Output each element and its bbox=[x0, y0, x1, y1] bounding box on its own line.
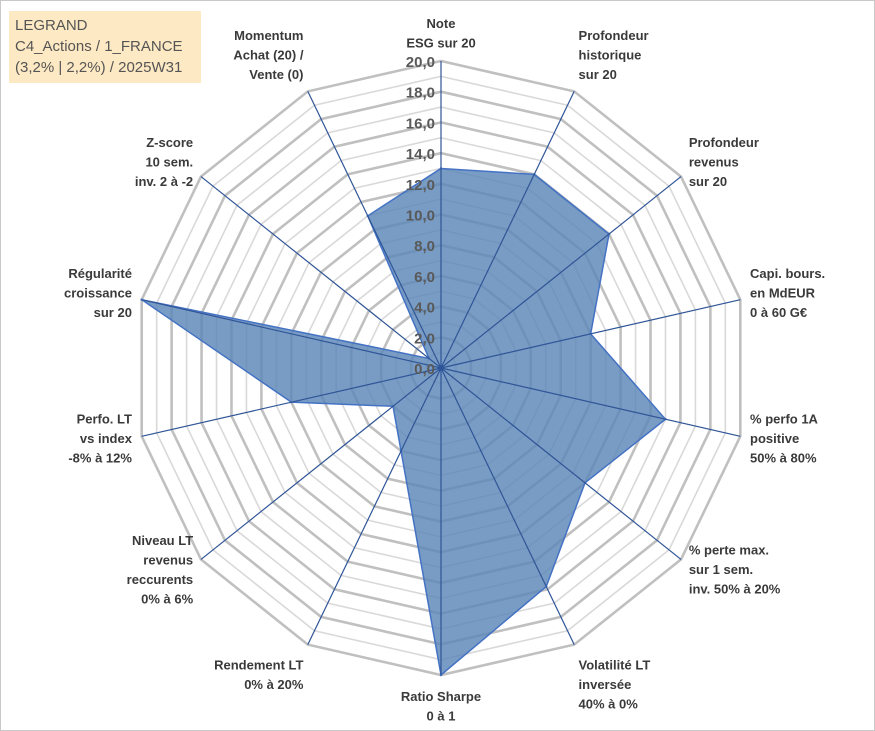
axis-label-line: Capi. bours. bbox=[750, 266, 825, 281]
data-series-area bbox=[141, 167, 667, 677]
axis-label-line: Perfo. LT bbox=[77, 412, 132, 427]
axis-label: Profondeur historique sur 20 bbox=[579, 28, 649, 82]
axis-label-line: % perfo 1A bbox=[750, 412, 819, 427]
axis-spoke bbox=[307, 367, 442, 645]
axis-label-line: 0% à 20% bbox=[244, 677, 304, 692]
axis-label-line: Rendement LT bbox=[214, 658, 303, 673]
axis-label: % perfo 1A positive 50% à 80% bbox=[750, 412, 819, 466]
axis-label-line: reccurents bbox=[127, 572, 193, 587]
axis-label-line: Régularité bbox=[68, 266, 132, 281]
title-line-1: LEGRAND bbox=[15, 17, 88, 34]
axis-label-line: 10 sem. bbox=[145, 154, 193, 169]
axis-label-line: 0% à 6% bbox=[141, 591, 193, 606]
axis-spoke bbox=[141, 299, 442, 369]
axis-label: Profondeur revenus sur 20 bbox=[689, 135, 759, 189]
axis-label-line: sur 1 sem. bbox=[689, 562, 753, 577]
axis-spoke bbox=[200, 176, 442, 369]
axis-spoke bbox=[141, 367, 442, 437]
axis-label-line: croissance bbox=[64, 285, 132, 300]
tick-label: 20,0 bbox=[406, 54, 435, 71]
axis-label: Volatilité LT inversée 40% à 0% bbox=[579, 658, 651, 712]
axis-spoke bbox=[440, 299, 741, 369]
axis-label-line: 40% à 0% bbox=[579, 697, 639, 712]
tick-label: 6,0 bbox=[414, 269, 435, 286]
axis-label-line: Volatilité LT bbox=[579, 658, 651, 673]
tick-label: 18,0 bbox=[406, 85, 435, 102]
axis-spoke bbox=[440, 91, 575, 369]
axis-label: Note ESG sur 20 bbox=[406, 16, 475, 51]
axis-label-line: Ratio Sharpe bbox=[401, 689, 481, 704]
axis-label-line: ESG sur 20 bbox=[406, 36, 475, 51]
axis-spoke bbox=[307, 91, 442, 369]
tick-label: 10,0 bbox=[406, 208, 435, 225]
axis-label: Perfo. LT vs index -8% à 12% bbox=[68, 412, 132, 466]
axis-spoke bbox=[440, 367, 575, 645]
axis-spoke bbox=[440, 176, 682, 369]
tick-label: 8,0 bbox=[414, 238, 435, 255]
axis-label-line: positive bbox=[750, 431, 799, 446]
tick-label: 2,0 bbox=[414, 330, 435, 347]
axis-label-line: 50% à 80% bbox=[750, 451, 817, 466]
axis-label: Ratio Sharpe 0 à 1 bbox=[401, 689, 481, 724]
title-line-2: C4_Actions / 1_FRANCE bbox=[15, 38, 183, 55]
axis-label-line: Vente (0) bbox=[249, 67, 303, 82]
axis-spoke bbox=[440, 367, 741, 437]
axis-label-line: 0 à 1 bbox=[427, 709, 456, 724]
axis-spoke bbox=[440, 367, 682, 560]
axis-label-line: Z-score bbox=[146, 135, 193, 150]
axis-label-line: -8% à 12% bbox=[68, 451, 132, 466]
spoke-layer bbox=[141, 61, 741, 675]
title-box: LEGRAND C4_Actions / 1_FRANCE (3,2% | 2,… bbox=[9, 11, 201, 83]
axis-label-line: revenus bbox=[143, 552, 193, 567]
axis-label-line: sur 20 bbox=[94, 305, 132, 320]
tick-label: 0,0 bbox=[414, 361, 435, 378]
axis-label-line: en MdEUR bbox=[750, 285, 816, 300]
label-layer: Note ESG sur 20 Profondeur historique sur 20… bbox=[64, 16, 825, 724]
tick-layer: 0,0 2,0 4,0 6,0 8,0 10,0 12,0 14,0 16,0 18,0 20,0 bbox=[406, 54, 435, 378]
axis-label-line: Niveau LT bbox=[132, 533, 193, 548]
axis-label: Z-score 10 sem. inv. 2 à -2 bbox=[135, 135, 193, 189]
axis-label-line: Profondeur bbox=[579, 28, 649, 43]
axis-label-line: % perte max. bbox=[689, 543, 769, 558]
axis-spoke bbox=[200, 367, 442, 560]
axis-label: Régularité croissance sur 20 bbox=[64, 266, 132, 320]
axis-label: Momentum Achat (20) / Vente (0) bbox=[233, 28, 303, 82]
tick-label: 14,0 bbox=[406, 146, 435, 163]
axis-label: Capi. bours. en MdEUR 0 à 60 G€ bbox=[750, 266, 825, 320]
axis-label-line: Momentum bbox=[234, 28, 303, 43]
axis-label-line: historique bbox=[579, 47, 642, 62]
axis-label-line: Profondeur bbox=[689, 135, 759, 150]
axis-label-line: Achat (20) / bbox=[233, 47, 303, 62]
axis-label-line: inversée bbox=[579, 677, 632, 692]
axis-label-line: inv. 2 à -2 bbox=[135, 174, 193, 189]
axis-label-line: 0 à 60 G€ bbox=[750, 305, 807, 320]
axis-label-line: sur 20 bbox=[689, 174, 727, 189]
tick-label: 4,0 bbox=[414, 300, 435, 317]
title-line-3: (3,2% | 2,2%) / 2025W31 bbox=[15, 59, 183, 76]
axis-label-line: sur 20 bbox=[579, 67, 617, 82]
axis-label: % perte max. sur 1 sem. inv. 50% à 20% bbox=[689, 543, 781, 597]
tick-label: 16,0 bbox=[406, 115, 435, 132]
axis-label-line: Note bbox=[427, 16, 456, 31]
axis-label: Niveau LT revenus reccurents 0% à 6% bbox=[127, 533, 194, 607]
axis-label: Rendement LT 0% à 20% bbox=[214, 658, 304, 693]
tick-label: 12,0 bbox=[406, 177, 435, 194]
axis-label-line: inv. 50% à 20% bbox=[689, 582, 781, 597]
axis-label-line: vs index bbox=[80, 431, 133, 446]
axis-label-line: revenus bbox=[689, 154, 739, 169]
